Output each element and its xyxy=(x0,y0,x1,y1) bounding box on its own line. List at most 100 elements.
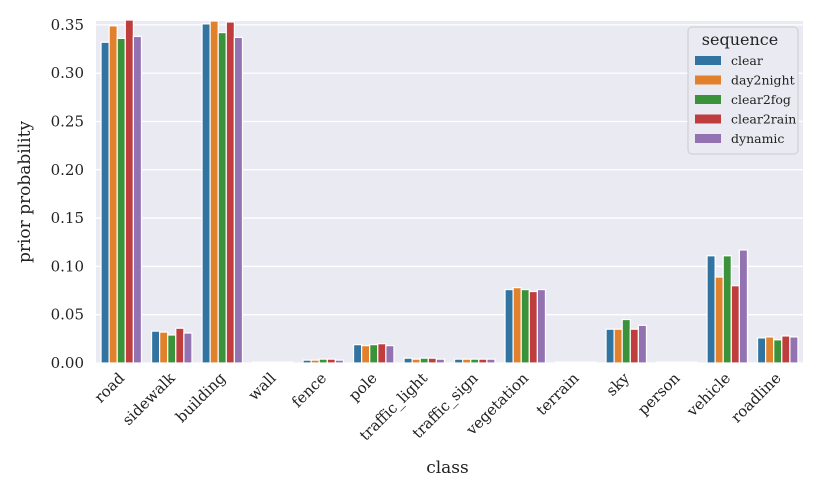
y-tick-label: 0.10 xyxy=(51,257,84,275)
bar-clear2rain-sky xyxy=(629,328,639,364)
bar-clear2rain-sidewalk xyxy=(175,327,185,364)
bar-dynamic-road xyxy=(132,35,143,364)
bar-clear-person xyxy=(655,361,666,364)
bar-clear-building xyxy=(201,23,211,364)
bar-clear2rain-pole xyxy=(377,343,387,364)
bar-day2night-pole xyxy=(361,345,371,364)
legend-label: dynamic xyxy=(731,131,784,146)
bar-dynamic-building xyxy=(233,36,244,364)
bar-day2night-wall xyxy=(260,361,270,364)
x-tick-label: terrain xyxy=(533,369,583,419)
legend-title: sequence xyxy=(702,30,778,49)
bar-clear-pole xyxy=(352,344,363,364)
bar-dynamic-sidewalk xyxy=(183,332,193,364)
legend-swatch xyxy=(695,56,721,65)
bar-dynamic-person xyxy=(688,361,698,364)
bar-clear2rain-building xyxy=(225,21,235,364)
legend-swatch xyxy=(695,114,721,124)
bar-dynamic-terrain xyxy=(587,361,597,364)
y-tick-label: 0.35 xyxy=(51,16,84,34)
x-tick-label: road xyxy=(91,369,129,407)
bar-clear-traffic_sign xyxy=(453,358,464,364)
bar-clear-vehicle xyxy=(706,255,716,364)
bar-clear2rain-wall xyxy=(276,361,286,364)
x-tick-label: person xyxy=(634,369,684,419)
bar-dynamic-vehicle xyxy=(738,249,749,364)
bar-clear2fog-person xyxy=(672,361,682,364)
legend-label: day2night xyxy=(731,73,795,88)
bar-day2night-building xyxy=(209,20,219,364)
bar-clear2fog-vehicle xyxy=(722,255,732,364)
x-tick-label: fence xyxy=(288,369,330,411)
y-tick-label: 0.30 xyxy=(51,64,84,82)
bar-clear-sky xyxy=(605,328,615,364)
legend-swatch xyxy=(695,95,721,104)
y-tick-labels: 0.00 0.05 0.10 0.15 0.20 0.25 0.30 0.35 xyxy=(51,16,84,372)
x-tick-label: building xyxy=(172,369,229,426)
bar-clear2fog-traffic_sign xyxy=(470,358,480,364)
bar-dynamic-vegetation xyxy=(536,288,547,364)
legend-items: clear day2night clear2fog clear2rain dynamic xyxy=(695,53,796,146)
y-tick-label: 0.00 xyxy=(51,354,84,372)
bar-day2night-road xyxy=(108,25,118,364)
x-tick-label: vehicle xyxy=(683,369,735,421)
x-tick-label: wall xyxy=(245,369,280,404)
bar-dynamic-pole xyxy=(385,345,395,364)
bar-clear2rain-vehicle xyxy=(730,285,740,364)
bars xyxy=(100,19,799,364)
bar-day2night-vegetation xyxy=(512,287,522,364)
bar-clear2rain-traffic_sign xyxy=(478,358,488,364)
y-tick-label: 0.05 xyxy=(51,306,84,324)
bar-clear-roadline xyxy=(756,337,767,364)
bar-day2night-roadline xyxy=(765,336,775,364)
bar-day2night-sidewalk xyxy=(159,331,169,364)
x-tick-label: sky xyxy=(602,369,633,400)
x-tick-label: sidewalk xyxy=(119,368,179,428)
bar-clear-fence xyxy=(302,359,312,364)
y-tick-label: 0.20 xyxy=(51,161,84,179)
bar-clear2fog-road xyxy=(116,37,126,364)
bar-dynamic-traffic_light xyxy=(435,358,446,364)
x-tick-label: roadline xyxy=(727,369,784,426)
bar-day2night-person xyxy=(664,361,674,364)
bar-clear2fog-roadline xyxy=(773,339,783,364)
bar-clear2fog-building xyxy=(217,31,227,364)
bar-clear2fog-vegetation xyxy=(520,288,530,364)
y-axis-title: prior probability xyxy=(15,121,35,263)
bar-dynamic-traffic_sign xyxy=(486,358,496,364)
bar-clear-road xyxy=(100,41,110,364)
bar-dynamic-roadline xyxy=(789,336,799,364)
legend-swatch xyxy=(695,75,721,85)
bar-day2night-vehicle xyxy=(714,276,724,364)
bar-clear2rain-terrain xyxy=(579,361,589,364)
bar-clear2rain-traffic_light xyxy=(427,357,437,364)
bar-clear2rain-person xyxy=(680,361,690,364)
x-axis-title: class xyxy=(426,458,469,478)
bar-clear2rain-road xyxy=(124,19,134,364)
bar-clear-sidewalk xyxy=(150,330,161,364)
bar-clear-wall xyxy=(251,361,262,364)
bar-day2night-traffic_light xyxy=(411,358,421,364)
bar-clear2fog-sky xyxy=(621,318,631,364)
legend-label: clear2rain xyxy=(731,112,796,127)
bar-clear2fog-fence xyxy=(318,358,328,364)
legend-swatch xyxy=(695,134,721,143)
bar-dynamic-fence xyxy=(334,359,345,364)
bar-clear2rain-vegetation xyxy=(528,290,538,364)
bar-dynamic-sky xyxy=(637,324,648,364)
bar-day2night-terrain xyxy=(563,361,573,364)
bar-clear-vegetation xyxy=(504,288,514,364)
y-tick-label: 0.25 xyxy=(51,112,84,130)
bar-clear2fog-sidewalk xyxy=(167,334,177,364)
legend-label: clear2fog xyxy=(731,92,791,107)
legend-label: clear xyxy=(731,53,763,68)
bar-clear2rain-fence xyxy=(326,358,336,364)
bar-day2night-sky xyxy=(613,328,623,364)
bar-day2night-fence xyxy=(310,359,320,364)
y-tick-label: 0.15 xyxy=(51,209,84,227)
bar-clear2fog-traffic_light xyxy=(419,357,429,364)
bar-clear2fog-wall xyxy=(268,361,278,364)
x-tick-label: pole xyxy=(345,369,381,405)
